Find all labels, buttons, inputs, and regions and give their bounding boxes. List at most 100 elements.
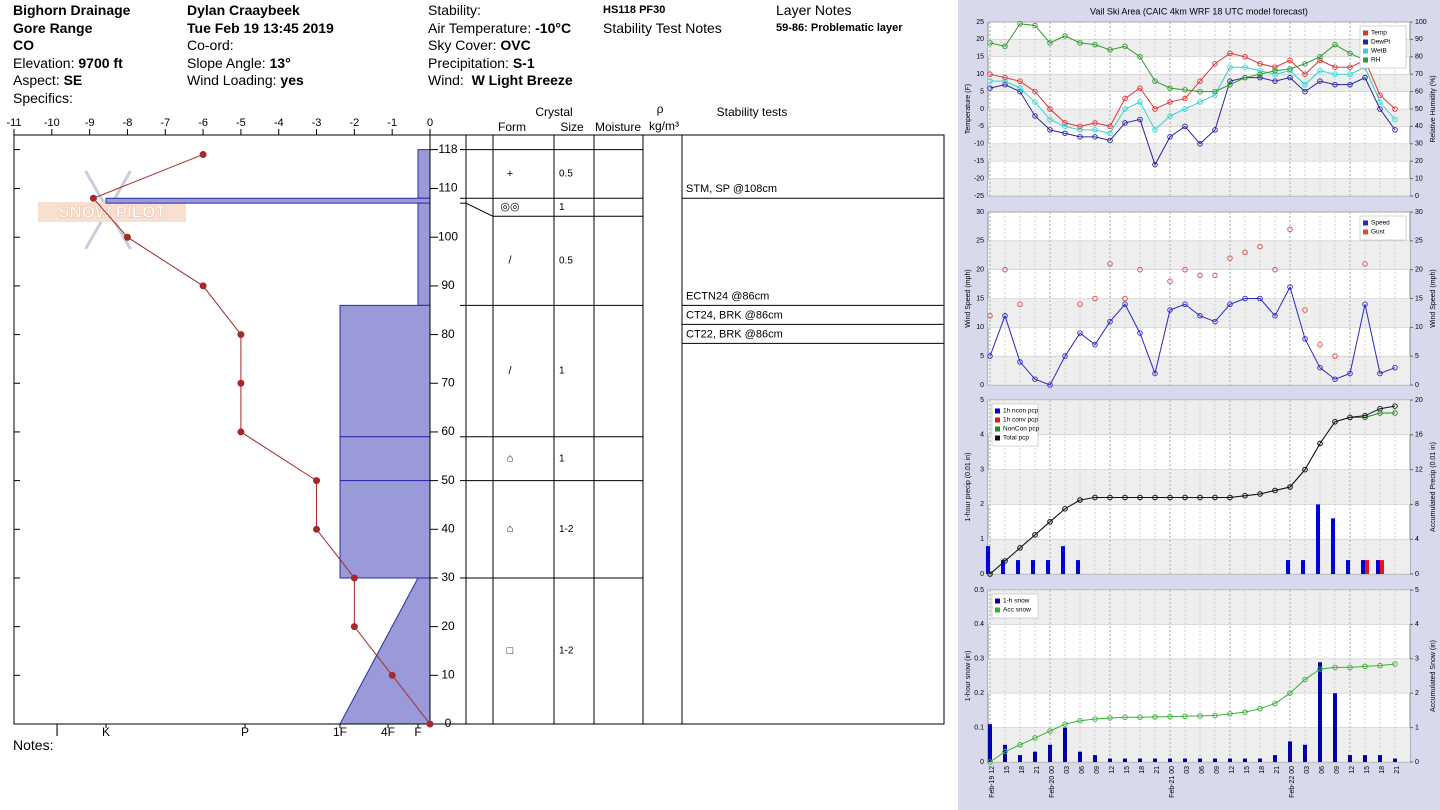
y2-tick-label: 25 (1415, 238, 1423, 245)
temperature-point (237, 331, 245, 339)
series-marker (1002, 558, 1008, 564)
grid-band (988, 356, 1410, 385)
x-tick-label: 21 (1274, 766, 1281, 774)
series-marker (1032, 113, 1038, 119)
series-marker (1062, 33, 1068, 39)
text: Co-ord: (187, 37, 234, 53)
x-tick-label: -3 (312, 117, 322, 129)
series-marker (1137, 54, 1143, 60)
series-marker (1167, 99, 1173, 105)
y-tick-label: 0 (980, 382, 984, 389)
text: Air Temperature: (428, 19, 532, 36)
y2-tick-label: 4 (1415, 536, 1419, 543)
text: Precipitation: (428, 54, 509, 71)
bar (1333, 693, 1337, 762)
series-marker (1122, 301, 1128, 308)
grain-form: / (508, 365, 512, 377)
y-tick-label: 0 (445, 716, 452, 730)
series-marker (1347, 414, 1353, 421)
series-marker (1212, 712, 1218, 719)
hardness-label: K (102, 725, 110, 739)
temperature-point (199, 282, 207, 290)
series-marker (1197, 713, 1203, 719)
x-tick-label: 12 (1229, 766, 1236, 774)
text: HS118 PF30 (603, 4, 666, 16)
text: Wind: (428, 72, 464, 88)
series-marker (1197, 494, 1203, 501)
series-marker (1197, 272, 1203, 279)
bar (988, 724, 992, 762)
series-marker (1092, 134, 1098, 140)
text: S-1 (512, 54, 535, 71)
y-tick-label: 10 (976, 324, 984, 331)
text: 9700 ft (78, 54, 123, 71)
series-marker (1272, 71, 1278, 77)
series-marker (1227, 50, 1233, 57)
y-tick-label: 40 (441, 521, 455, 535)
series-marker (1212, 88, 1218, 95)
text: Gore Range (13, 19, 93, 36)
series-marker (1302, 466, 1308, 473)
text: Stability Test Notes (603, 19, 722, 36)
series-marker (1287, 74, 1293, 81)
series-line (989, 23, 1396, 93)
y2-tick-label: 4 (1415, 621, 1419, 628)
y-tick-label: 3 (980, 466, 984, 473)
series-marker (1272, 487, 1278, 494)
x-tick-label: -10 (44, 117, 60, 129)
x-tick-label: -1 (387, 117, 397, 129)
legend-swatch (1363, 30, 1368, 36)
grain-form: ⌂ (507, 523, 514, 535)
series-marker (1212, 92, 1218, 98)
x-tick-label: 21 (1034, 766, 1041, 774)
series-marker (1302, 81, 1308, 88)
text: OVC (500, 37, 531, 53)
y2-tick-label: 12 (1415, 466, 1423, 473)
hardness-layer (417, 149, 431, 199)
hardness-label: 4F (381, 725, 395, 739)
hardness-layer (339, 577, 431, 725)
bar (1365, 560, 1369, 574)
series-marker (1332, 419, 1338, 425)
y-tick-label: 100 (438, 229, 458, 243)
y2-tick-label: 0 (1415, 193, 1419, 200)
grain-size: 1-2 (559, 524, 574, 535)
series-marker (1392, 364, 1398, 371)
temperature-point (313, 525, 321, 533)
x-tick-label: Feb-19 12 (989, 766, 996, 798)
bar (1048, 744, 1052, 762)
series-marker (1047, 116, 1053, 123)
legend-label: Gust (1371, 229, 1385, 236)
y2-tick-label: 10 (1415, 175, 1423, 182)
y2-tick-label: 5 (1415, 353, 1419, 360)
series-marker (1107, 47, 1113, 53)
x-tick-label: 03 (1304, 766, 1311, 774)
series-marker (1377, 662, 1383, 669)
bar (1393, 758, 1397, 762)
bar (1376, 560, 1380, 574)
bar (1033, 751, 1037, 762)
series-marker (1002, 81, 1008, 88)
series-marker (1182, 301, 1188, 308)
series-marker (1032, 88, 1038, 95)
series-marker (1002, 43, 1008, 50)
y2-tick-label: 50 (1415, 106, 1423, 113)
series-marker (1017, 88, 1023, 95)
series-marker (1347, 71, 1353, 77)
layer-connector (465, 202, 494, 217)
y2-tick-label: 20 (1415, 158, 1423, 165)
text: Sky Cover: (428, 37, 497, 53)
legend-swatch (995, 408, 1000, 414)
grid-band (988, 658, 1410, 694)
series-marker (1167, 307, 1173, 313)
bar (1286, 560, 1290, 574)
y-tick-label: 10 (976, 71, 984, 78)
bar (1018, 755, 1022, 762)
bar (1273, 755, 1277, 762)
series-marker (1197, 88, 1203, 95)
text: 13° (269, 54, 291, 71)
bar (1258, 758, 1262, 762)
series-marker (1227, 255, 1233, 261)
hardness-layer (417, 202, 431, 306)
series-marker (1017, 545, 1023, 551)
